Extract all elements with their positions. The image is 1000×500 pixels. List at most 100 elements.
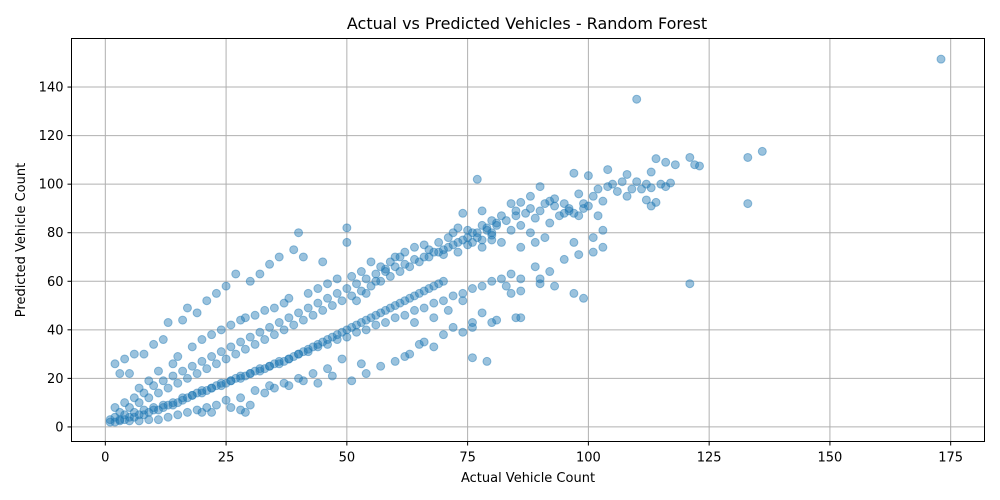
data-point (318, 305, 328, 315)
data-point (323, 279, 333, 289)
data-point (226, 376, 236, 386)
data-point (168, 371, 178, 381)
data-point (487, 228, 497, 238)
data-point (583, 201, 593, 211)
data-point (603, 165, 613, 175)
data-point (395, 252, 405, 262)
data-point (129, 393, 139, 403)
data-point (521, 208, 531, 218)
data-point (342, 325, 352, 335)
data-point (308, 310, 318, 320)
data-point (153, 415, 163, 425)
data-point (332, 274, 342, 284)
data-point (632, 177, 642, 187)
data-point (115, 369, 125, 379)
data-point (496, 237, 506, 247)
data-point (438, 296, 448, 306)
data-point (211, 288, 221, 298)
data-point (197, 386, 207, 396)
data-point (211, 400, 221, 410)
x-tick-label: 150 (818, 451, 843, 466)
data-point (110, 417, 120, 427)
data-point (463, 240, 473, 250)
data-point (332, 288, 342, 298)
data-point (559, 208, 569, 218)
x-tick-label: 75 (459, 451, 476, 466)
data-point (163, 318, 173, 328)
data-point (313, 339, 323, 349)
data-point (366, 257, 376, 267)
data-point (656, 179, 666, 189)
data-point (525, 203, 535, 213)
data-point (467, 237, 477, 247)
data-point (458, 327, 468, 337)
data-point (134, 383, 144, 393)
data-point (419, 303, 429, 313)
data-point (313, 378, 323, 388)
data-point (356, 359, 366, 369)
data-point (168, 359, 178, 369)
data-point (207, 330, 217, 340)
data-point (240, 313, 250, 323)
data-point (120, 398, 130, 408)
data-point (356, 267, 366, 277)
data-point (303, 347, 313, 357)
data-point (617, 177, 627, 187)
data-point (646, 201, 656, 211)
data-point (124, 369, 134, 379)
data-point (516, 197, 526, 207)
data-point (501, 216, 511, 226)
data-point (240, 344, 250, 354)
x-tick-label: 25 (218, 451, 235, 466)
data-point (501, 281, 511, 291)
data-point (226, 342, 236, 352)
data-point (506, 288, 516, 298)
data-point (390, 252, 400, 262)
data-point (168, 400, 178, 410)
data-point (337, 354, 347, 364)
data-point (231, 349, 241, 359)
data-point (458, 288, 468, 298)
data-point (579, 199, 589, 209)
data-point (550, 194, 560, 204)
data-point (448, 322, 458, 332)
data-point (274, 252, 284, 262)
data-point (545, 218, 555, 228)
data-point (158, 403, 168, 413)
data-point (487, 230, 497, 240)
data-point (236, 337, 246, 347)
data-point (622, 169, 632, 179)
data-point (168, 398, 178, 408)
data-point (492, 220, 502, 230)
data-point (434, 279, 444, 289)
data-point (265, 259, 275, 269)
data-point (409, 242, 419, 252)
data-point (182, 393, 192, 403)
data-point (627, 184, 637, 194)
data-point (202, 296, 212, 306)
data-point (279, 298, 289, 308)
data-point (482, 223, 492, 233)
data-point (438, 276, 448, 286)
data-point (207, 352, 217, 362)
data-point (221, 395, 231, 405)
data-point (173, 410, 183, 420)
data-point (593, 184, 603, 194)
data-point (347, 322, 357, 332)
data-point (477, 281, 487, 291)
data-point (361, 325, 371, 335)
data-point (434, 247, 444, 257)
plot-frame (71, 38, 985, 442)
data-point (202, 386, 212, 396)
y-tick-label: 140 (39, 81, 64, 96)
x-axis: 0 25 50 75 100 125 150 175 (101, 441, 963, 466)
data-point (250, 386, 260, 396)
data-point (236, 371, 246, 381)
data-point (380, 318, 390, 328)
data-point (284, 354, 294, 364)
data-point (646, 167, 656, 177)
data-point (588, 191, 598, 201)
x-tick-label: 0 (101, 451, 109, 466)
data-point (564, 203, 574, 213)
data-point (226, 320, 236, 330)
